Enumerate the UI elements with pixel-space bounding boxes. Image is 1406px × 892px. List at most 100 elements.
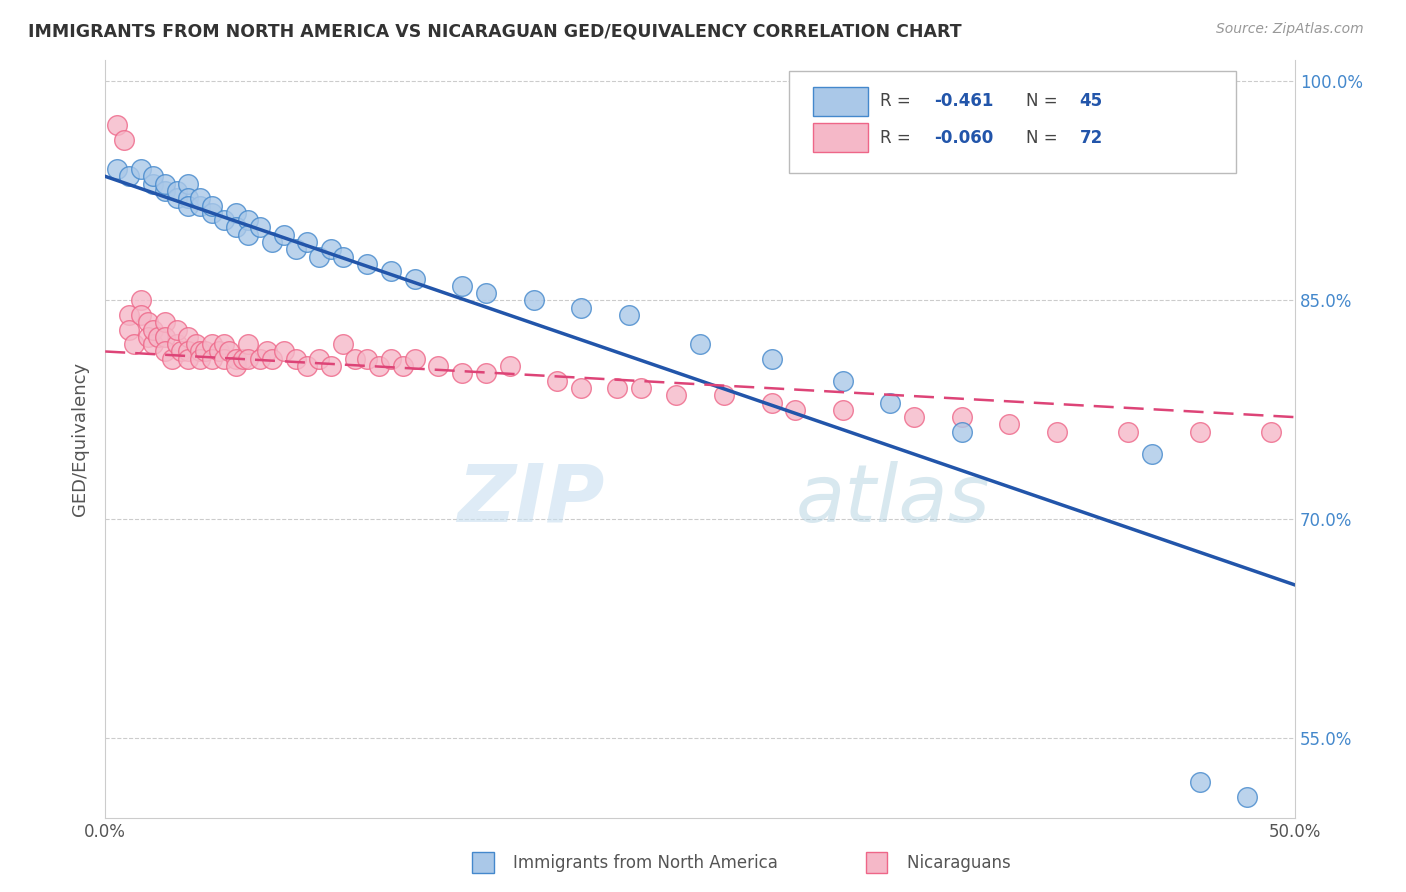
Point [177,198,200,212]
Point [356,351,378,366]
Text: Immigrants from North America: Immigrants from North America [492,855,778,872]
Point [208,344,231,359]
Point [332,250,354,264]
Point [129,293,152,308]
Point [225,220,247,235]
Point [475,286,498,301]
Point [998,417,1021,432]
Point [136,330,159,344]
Point [569,301,592,315]
Point [146,330,169,344]
Point [713,388,735,402]
Point [761,395,783,409]
Point [1046,425,1069,439]
Point [177,191,200,205]
Point [332,337,354,351]
Text: -0.461: -0.461 [935,93,994,111]
Point [212,337,235,351]
Point [249,351,271,366]
Point [201,351,224,366]
Point [1188,425,1211,439]
Text: atlas: atlas [796,461,990,539]
Point [475,367,498,381]
Point [142,169,165,184]
Text: N =: N = [1026,93,1063,111]
Point [297,235,319,249]
Point [260,235,283,249]
Point [153,330,176,344]
Point [879,395,901,409]
Point [118,308,141,322]
Point [236,337,259,351]
FancyBboxPatch shape [813,87,868,116]
Point [166,191,188,205]
Point [427,359,450,373]
Point [321,359,343,373]
Point [404,271,426,285]
Point [1188,775,1211,789]
Point [177,351,200,366]
Point [1236,789,1258,804]
Point [499,359,522,373]
Point [190,344,212,359]
Point [190,351,212,366]
Point [218,344,240,359]
Point [112,133,135,147]
Point [232,351,254,366]
Point [831,374,853,388]
Point [212,213,235,227]
Point [129,308,152,322]
Text: 45: 45 [1080,93,1102,111]
Point [665,388,688,402]
Point [249,220,271,235]
Text: ZIP: ZIP [457,461,605,539]
Point [630,381,652,395]
Point [201,198,224,212]
Point [153,344,176,359]
Point [522,293,544,308]
Point [284,351,307,366]
Point [190,198,212,212]
Point [194,344,217,359]
Point [308,351,330,366]
Point [831,402,853,417]
Point [122,337,145,351]
Text: IMMIGRANTS FROM NORTH AMERICA VS NICARAGUAN GED/EQUIVALENCY CORRELATION CHART: IMMIGRANTS FROM NORTH AMERICA VS NICARAG… [28,22,962,40]
Point [380,351,402,366]
Point [142,337,165,351]
Point [153,315,176,329]
Point [170,344,193,359]
Text: N =: N = [1026,128,1063,147]
Y-axis label: GED/Equivalency: GED/Equivalency [72,362,89,516]
Point [308,250,330,264]
Point [950,425,973,439]
Point [256,344,278,359]
Point [177,330,200,344]
Point [367,359,389,373]
Point [236,351,259,366]
Point [1260,425,1282,439]
Point [273,227,295,242]
Point [569,381,592,395]
Text: R =: R = [880,128,915,147]
Point [201,206,224,220]
Point [142,322,165,336]
Point [153,177,176,191]
Point [166,337,188,351]
Point [212,351,235,366]
Point [105,162,128,177]
Point [177,177,200,191]
Point [617,308,640,322]
Point [380,264,402,278]
Point [273,344,295,359]
Point [260,351,283,366]
Point [236,213,259,227]
Text: 72: 72 [1080,128,1102,147]
FancyBboxPatch shape [813,123,868,153]
Point [451,278,474,293]
Point [284,243,307,257]
Point [950,410,973,425]
Point [177,344,200,359]
Point [606,381,628,395]
Point [689,337,711,351]
